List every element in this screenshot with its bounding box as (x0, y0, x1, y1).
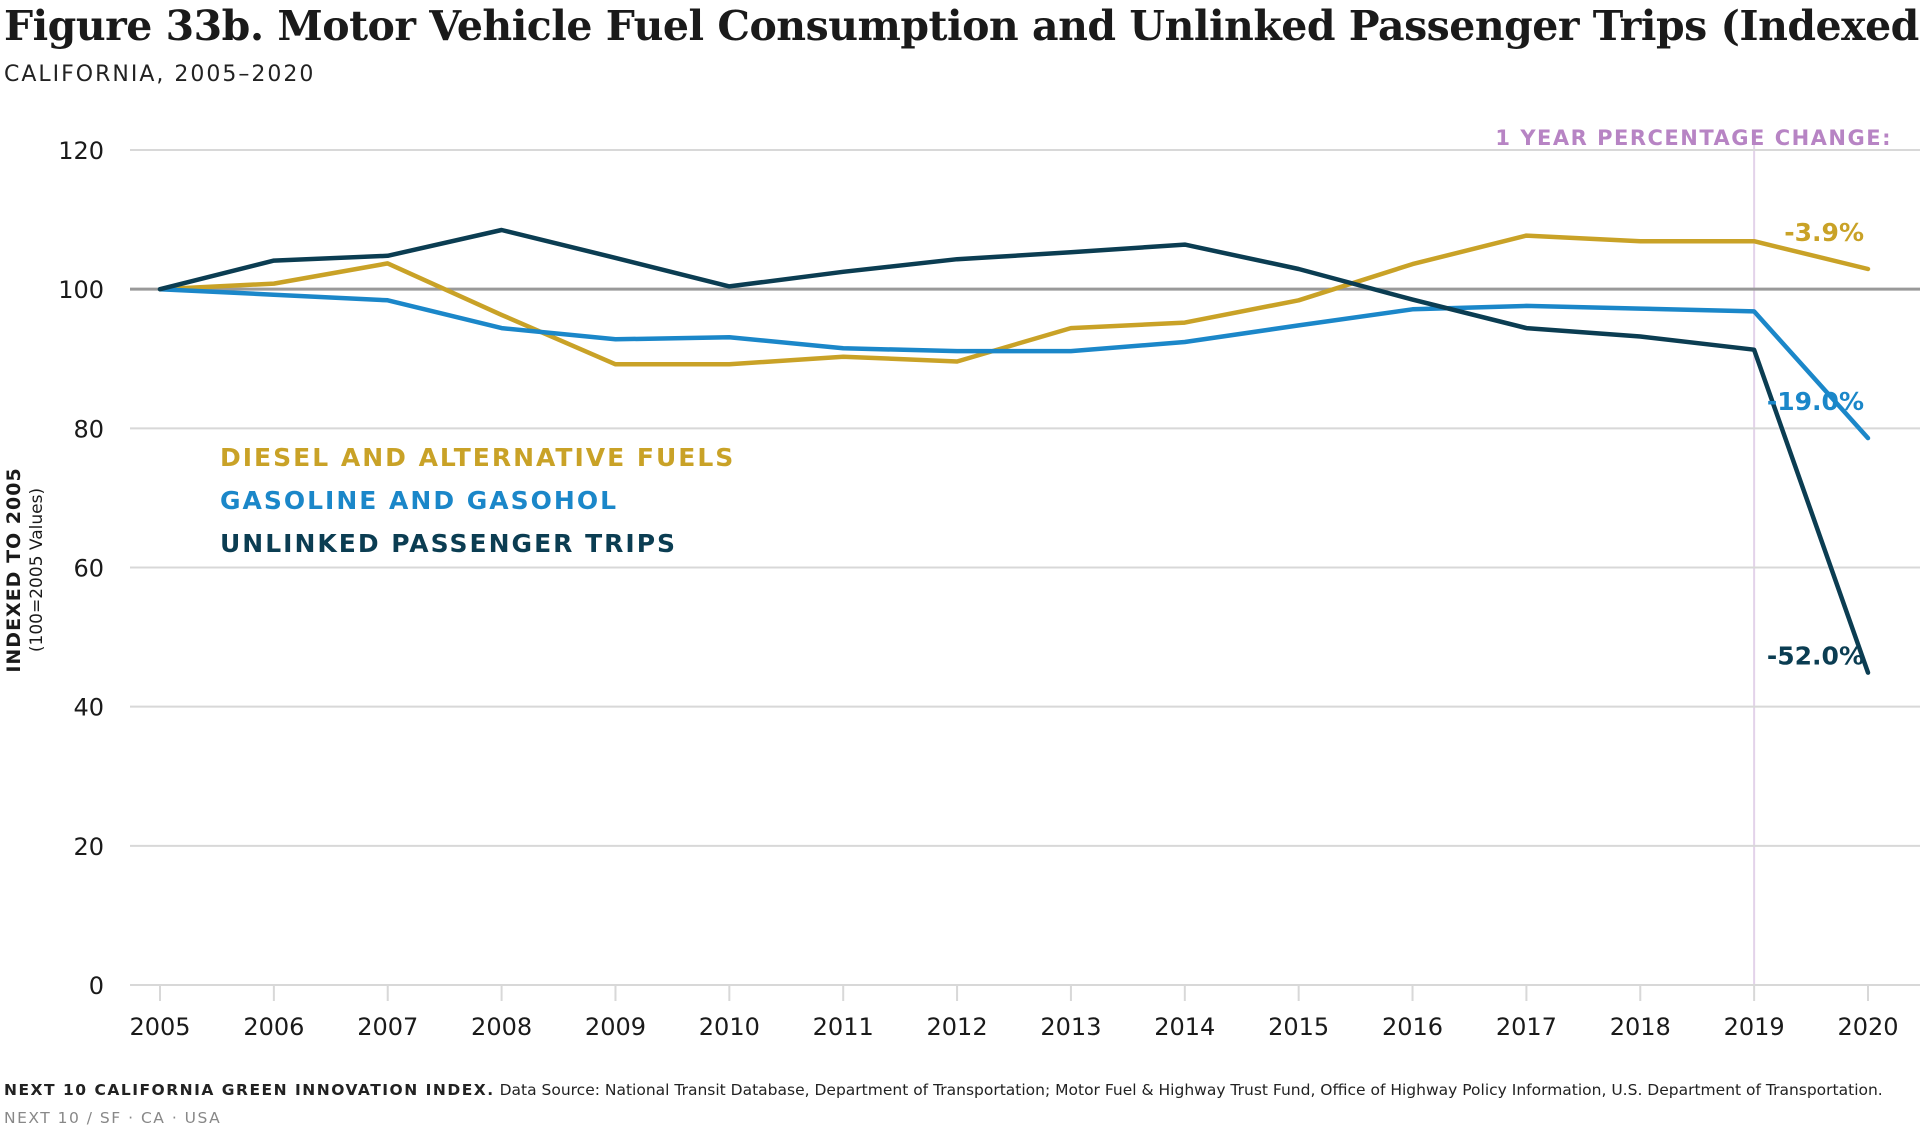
legend-entry-trips: UNLINKED PASSENGER TRIPS (220, 529, 677, 558)
footer-signature: NEXT 10 / SF · CA · USA (4, 1109, 222, 1127)
end-label-diesel: -3.9% (1784, 218, 1864, 247)
chart-title: Figure 33b. Motor Vehicle Fuel Consumpti… (4, 2, 1920, 50)
x-tick-label: 2008 (471, 1013, 532, 1041)
y-tick-label: 120 (58, 137, 104, 165)
y-tick-label: 80 (73, 415, 104, 443)
y-tick-label: 40 (73, 694, 104, 722)
footer-brand: NEXT 10 CALIFORNIA GREEN INNOVATION INDE… (4, 1081, 495, 1099)
legend-entry-gasoline: GASOLINE AND GASOHOL (220, 486, 618, 515)
x-tick-label: 2014 (1154, 1013, 1215, 1041)
x-tick-label: 2007 (357, 1013, 418, 1041)
y-tick-label: 100 (58, 276, 104, 304)
x-tick-label: 2013 (1040, 1013, 1101, 1041)
x-tick-label: 2012 (927, 1013, 988, 1041)
x-tick-label: 2015 (1268, 1013, 1329, 1041)
y-axis-label: INDEXED TO 2005 (3, 467, 25, 672)
series-line-trips (157, 227, 1871, 675)
end-label-trips: -52.0% (1767, 642, 1864, 671)
end-label-gasoline: -19.0% (1767, 387, 1864, 416)
x-tick-label: 2017 (1496, 1013, 1557, 1041)
y-tick-label: 0 (89, 972, 104, 1000)
x-tick-label: 2018 (1610, 1013, 1671, 1041)
y-tick-label: 20 (73, 833, 104, 861)
chart-subtitle: CALIFORNIA, 2005–2020 (4, 62, 316, 87)
x-tick-label: 2009 (585, 1013, 646, 1041)
series-line-gasoline (157, 286, 1871, 441)
series-line-diesel (157, 233, 1871, 367)
x-tick-label: 2010 (699, 1013, 760, 1041)
y-axis-sublabel: (100=2005 Values) (27, 488, 47, 652)
x-tick-label: 2005 (129, 1013, 190, 1041)
x-tick-label: 2011 (813, 1013, 874, 1041)
x-tick-label: 2006 (243, 1013, 304, 1041)
x-tick-label: 2020 (1837, 1013, 1898, 1041)
legend-entry-diesel: DIESEL AND ALTERNATIVE FUELS (220, 443, 735, 472)
x-tick-label: 2016 (1382, 1013, 1443, 1041)
x-tick-label: 2019 (1724, 1013, 1785, 1041)
percentage-change-header: 1 YEAR PERCENTAGE CHANGE: (1495, 126, 1892, 150)
y-tick-label: 60 (73, 555, 104, 583)
footer-source: Data Source: National Transit Database, … (499, 1081, 1883, 1099)
footer: NEXT 10 CALIFORNIA GREEN INNOVATION INDE… (4, 1076, 1904, 1132)
